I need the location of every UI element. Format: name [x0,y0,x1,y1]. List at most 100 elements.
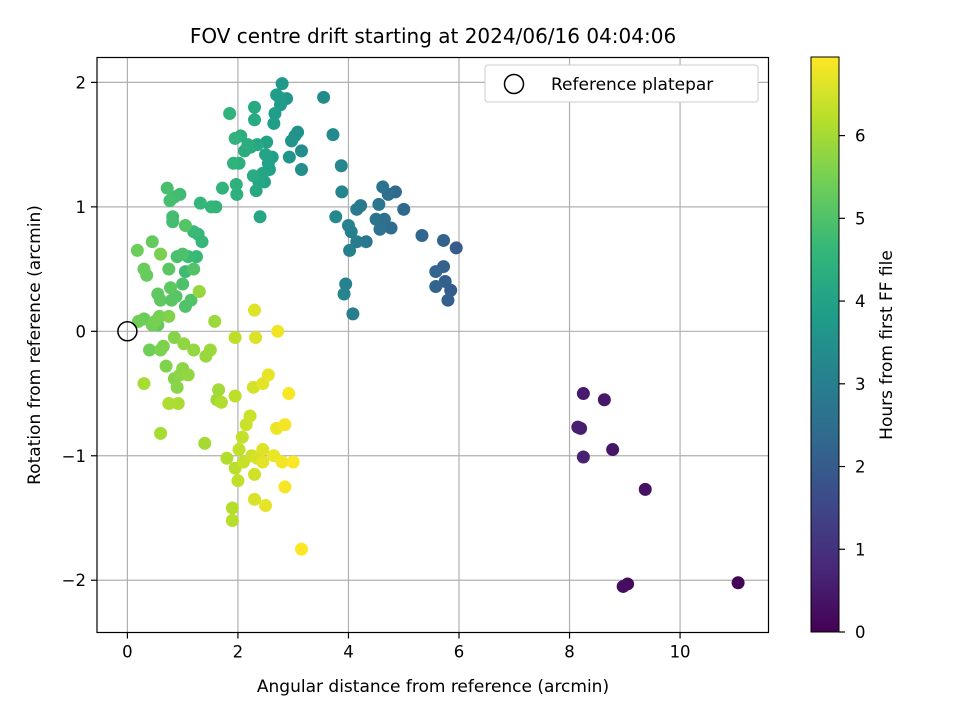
data-point [294,163,308,177]
data-point [243,409,257,423]
data-point [178,219,192,233]
data-point [167,331,181,345]
y-axis-ticks: −2 −1 0 1 2 [62,73,97,590]
data-point [576,450,590,464]
data-point [278,418,292,432]
data-point [166,215,180,229]
data-point [228,131,242,145]
data-point [208,314,222,328]
data-point [373,222,387,236]
data-point [137,262,151,276]
data-point [171,396,185,410]
data-point [616,579,630,593]
plot-frame [96,56,770,634]
data-point [154,247,168,261]
data-point [429,265,443,279]
grid-lines [97,57,769,633]
colorbar-tick-label: 1 [855,540,866,559]
data-point [731,576,745,590]
data-point [228,389,242,403]
data-point [187,262,201,276]
data-point [220,451,234,465]
data-point [232,443,246,457]
data-point [227,156,241,170]
data-point [285,134,299,148]
colorbar-tick-label: 3 [855,375,866,394]
legend-label-reference: Reference platepar [551,75,713,95]
data-point [339,277,353,291]
data-point [214,395,228,409]
data-point [181,368,195,382]
x-axis-ticks: 0 2 4 6 8 10 [122,632,691,662]
legend: Reference platepar [484,64,759,103]
data-point [337,287,351,301]
y-tick-label: 0 [76,322,87,341]
data-point [229,177,243,191]
data-point [230,187,244,201]
data-point [162,262,176,276]
data-point [137,377,151,391]
data-point [184,293,198,307]
data-point [248,303,262,317]
data-point [397,202,411,216]
data-point [176,277,190,291]
data-point [571,420,585,434]
data-point [249,184,263,198]
colorbar-ticks: 0 1 2 3 4 5 6 [839,127,866,642]
data-point [638,482,652,496]
data-point [329,210,343,224]
x-tick-label: 8 [564,643,575,662]
data-point [204,200,218,214]
data-point [278,480,292,494]
colorbar-gradient [810,56,840,633]
data-point [164,281,178,295]
data-point [335,185,349,199]
data-point [159,359,173,373]
data-point [282,387,296,401]
data-point [350,202,364,216]
data-point [225,501,239,515]
data-point [267,116,281,130]
y-tick-label: 2 [76,73,87,92]
y-tick-label: −1 [62,447,86,466]
data-points [130,77,745,593]
data-point [246,169,260,183]
colorbar: 0 1 2 3 4 5 6 Hours from first FF file [810,56,897,642]
x-tick-label: 2 [233,643,244,662]
data-point [576,387,590,401]
data-point [248,467,262,481]
data-point [415,228,429,242]
data-point [343,243,357,257]
data-point [350,235,364,249]
data-point [249,331,263,345]
data-point [193,196,207,210]
legend-box [484,64,759,103]
data-point [151,287,165,301]
x-axis-label: Angular distance from reference (arcmin) [257,677,609,697]
data-point [170,380,184,394]
data-point [203,343,217,357]
data-point [282,150,296,164]
data-point [130,243,144,257]
data-point [449,241,463,255]
data-point [131,314,145,328]
colorbar-tick-label: 6 [855,127,866,146]
data-point [145,235,159,249]
data-point [212,383,226,397]
data-point [187,343,201,357]
y-tick-label: −2 [62,571,86,590]
legend-marker-reference [503,73,525,95]
data-point [248,100,262,114]
data-point [294,542,308,556]
data-point [162,309,176,323]
data-point [176,247,190,261]
data-point [270,88,284,102]
data-point [341,219,355,233]
data-point [231,474,245,488]
data-point [253,210,267,224]
colorbar-tick-label: 4 [855,292,866,311]
data-point [154,426,168,440]
data-point [261,368,275,382]
data-point [256,443,270,457]
